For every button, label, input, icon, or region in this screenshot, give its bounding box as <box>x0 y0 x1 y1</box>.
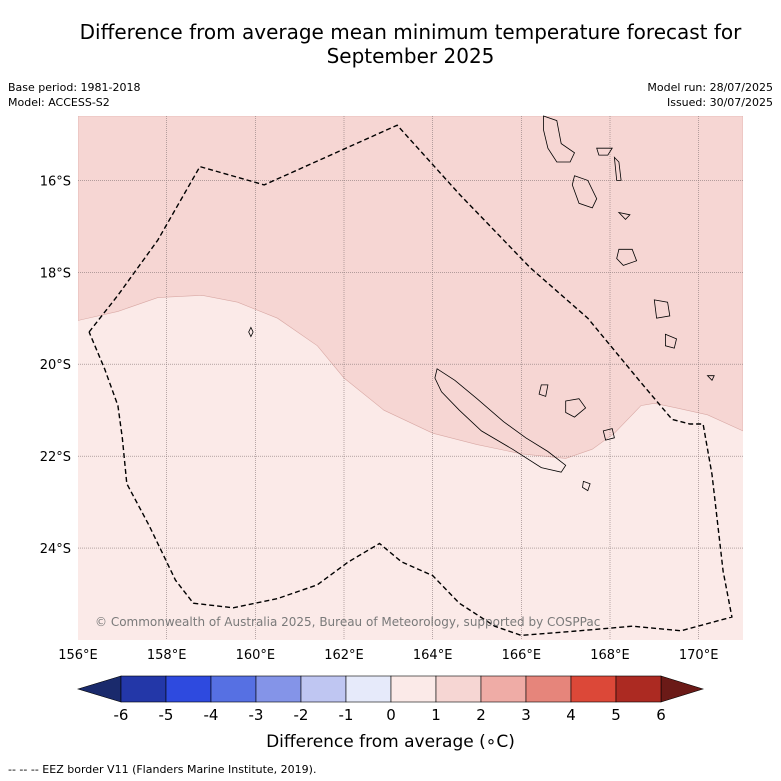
colorbar-tick-label: 6 <box>656 706 666 724</box>
island-chesterfield <box>248 326 254 338</box>
colorbar-tick-label: 4 <box>566 706 576 724</box>
island-ouvea <box>538 384 549 397</box>
copyright-notice: © Commonwealth of Australia 2025, Bureau… <box>95 615 600 629</box>
lon-tick-label: 168°E <box>590 648 630 663</box>
colorbar-under-arrow <box>76 675 122 703</box>
lat-tick-label: 16°S <box>40 174 71 189</box>
colorbar-segment <box>255 675 302 703</box>
chart-title: Difference from average mean minimum tem… <box>40 20 781 68</box>
lat-tick-label: 22°S <box>40 450 71 465</box>
model-label: Model: ACCESS-S2 <box>8 96 110 109</box>
colorbar-segment <box>345 675 392 703</box>
colorbar-tick-label: 1 <box>431 706 441 724</box>
colorbar-segment <box>615 675 662 703</box>
model-run-label: Model run: 28/07/2025 <box>647 81 773 94</box>
colorbar-title: Difference from average (∘C) <box>266 732 515 752</box>
colorbar-segment <box>435 675 482 703</box>
colorbar-tick-label: -5 <box>159 706 174 724</box>
colorbar-tick-label: 0 <box>386 706 396 724</box>
island-pentecost <box>613 156 622 181</box>
issued-label: Issued: 30/07/2025 <box>666 96 773 109</box>
island-lifou <box>565 398 587 418</box>
lon-tick-label: 158°E <box>147 648 187 663</box>
anomaly-region-1-to-2 <box>78 116 743 459</box>
island-espiritu-santo <box>543 115 576 163</box>
colorbar-tick-label: 5 <box>611 706 621 724</box>
colorbar-segment <box>525 675 572 703</box>
title-line-2: September 2025 <box>326 44 495 68</box>
colorbar-segment <box>300 675 347 703</box>
island-hunter <box>706 375 715 381</box>
island-ambae <box>596 147 613 156</box>
colorbar-tick-label: -6 <box>114 706 129 724</box>
colorbar-tick-label: -2 <box>294 706 309 724</box>
island-ile-des-pins <box>582 480 591 492</box>
island-erromango <box>653 299 671 319</box>
eez-footnote: -- -- -- EEZ border V11 (Flanders Marine… <box>8 763 317 776</box>
title-line-1: Difference from average mean minimum tem… <box>79 20 742 44</box>
colorbar-tick-label: 3 <box>521 706 531 724</box>
colorbar-tick-label: -3 <box>249 706 264 724</box>
island-malekula <box>571 175 598 209</box>
lon-tick-label: 164°E <box>413 648 453 663</box>
colorbar-tick-label: -4 <box>204 706 219 724</box>
colorbar-tick-label: -1 <box>339 706 354 724</box>
colorbar-tick-label: 2 <box>476 706 486 724</box>
lon-tick-label: 156°E <box>58 648 98 663</box>
eez-boundary <box>88 124 733 637</box>
colorbar-segment <box>165 675 212 703</box>
colorbar-segment <box>120 675 167 703</box>
island-epi <box>617 211 631 220</box>
lon-tick-label: 160°E <box>236 648 276 663</box>
island-efate <box>616 248 638 266</box>
island-new-caledonia <box>434 368 567 473</box>
lat-tick-label: 20°S <box>40 358 71 373</box>
island-tanna <box>665 333 677 349</box>
metadata-right: Model run: 28/07/2025 Issued: 30/07/2025 <box>647 80 773 110</box>
lat-tick-label: 24°S <box>40 542 71 557</box>
colorbar-over-arrow <box>660 675 705 703</box>
base-period-label: Base period: 1981-2018 <box>8 81 141 94</box>
colorbar-segment <box>480 675 527 703</box>
colorbar-segment <box>390 675 437 703</box>
colorbar-segment <box>210 675 257 703</box>
lon-tick-label: 166°E <box>502 648 542 663</box>
colorbar-segment <box>570 675 617 703</box>
metadata-left: Base period: 1981-2018 Model: ACCESS-S2 <box>8 80 140 110</box>
island-mare <box>602 428 615 441</box>
lat-tick-label: 18°S <box>40 266 71 281</box>
lon-tick-label: 162°E <box>324 648 364 663</box>
lon-tick-label: 170°E <box>679 648 719 663</box>
